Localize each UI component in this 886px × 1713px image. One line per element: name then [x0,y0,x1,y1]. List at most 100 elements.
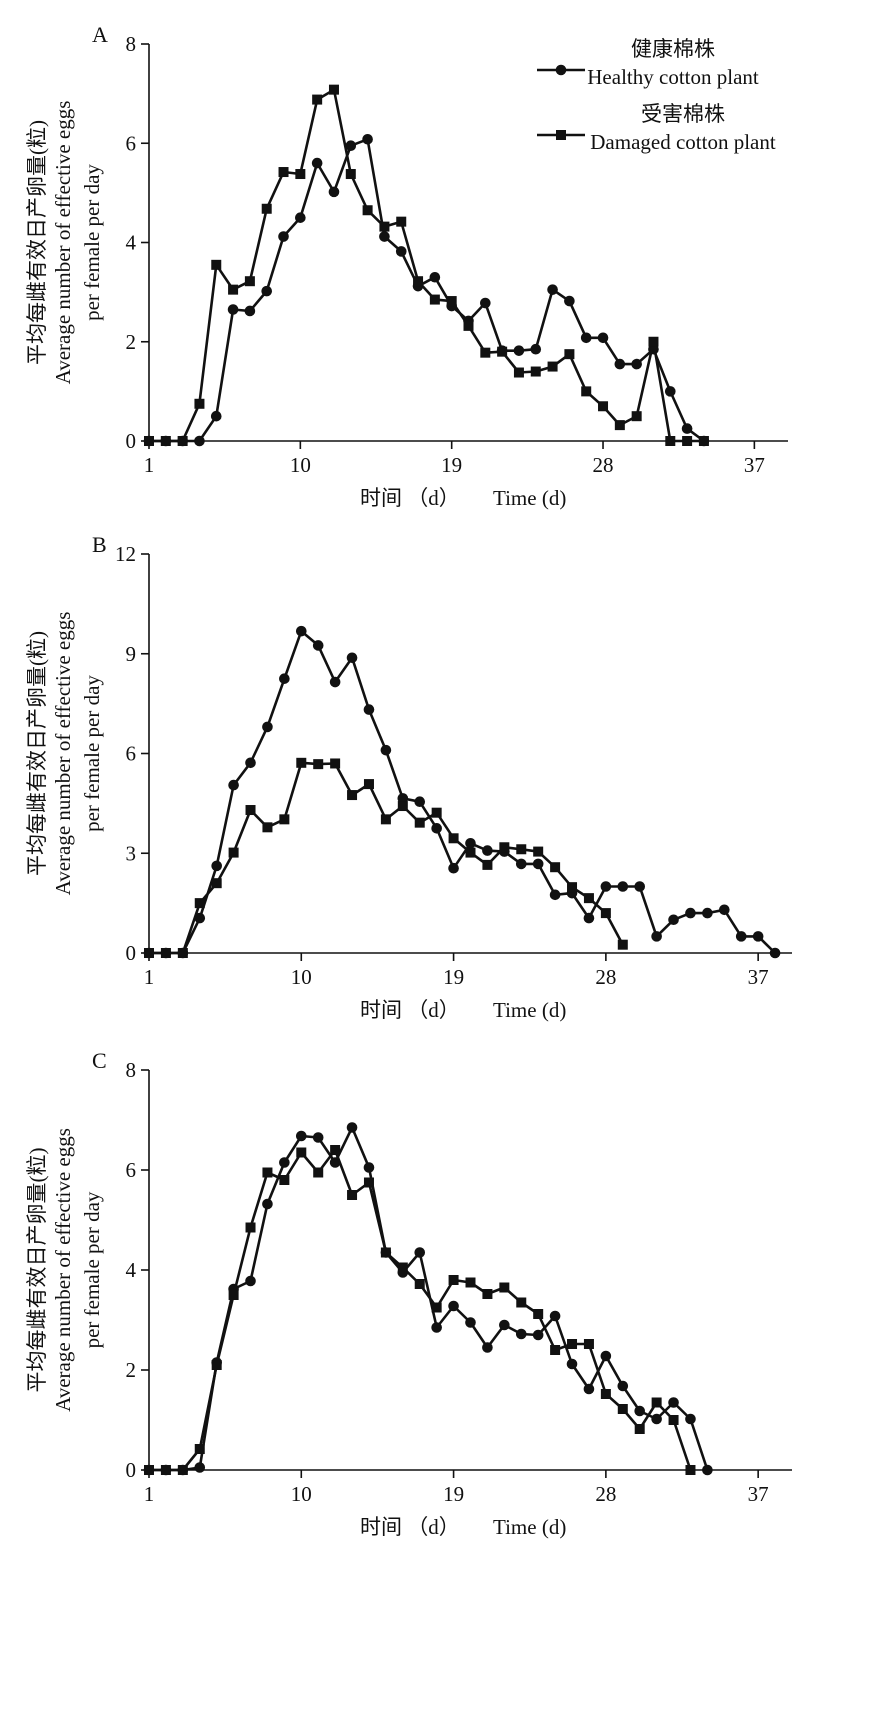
data-point [414,817,425,828]
data-point [702,1464,713,1476]
data-point [244,276,255,287]
data-point [651,931,662,942]
data-point [330,758,341,769]
data-point [362,205,373,216]
data-point [194,435,205,447]
data-point [685,907,696,919]
data-point [617,1404,628,1414]
data-point [177,948,188,958]
data-point [261,203,272,214]
data-point [295,625,307,637]
data-point [363,704,375,715]
data-point [583,1383,595,1395]
data-point [328,84,339,95]
y-tick-label: 4 [126,1258,137,1282]
data-point [312,640,324,651]
series-damaged [144,757,628,958]
data-point [431,1322,442,1333]
y-tick-label: 0 [126,1458,137,1482]
data-point [245,805,256,816]
data-point [566,1358,578,1370]
y-tick-label: 6 [126,131,137,155]
data-point [651,1397,662,1408]
data-point [312,94,323,105]
legend: 健康棉株 Healthy cotton plant 受害棉株 Damaged c… [537,37,776,154]
data-point [465,1277,476,1288]
data-point [144,436,154,446]
data-point [363,1162,375,1173]
x-tick-label: 19 [443,1482,464,1506]
data-point [465,837,476,849]
data-point [429,294,440,305]
data-point [295,212,306,223]
x-tick-label: 1 [144,1482,155,1506]
x-tick-label: 37 [748,965,769,989]
data-point [228,284,239,295]
legend-damaged-cn: 受害棉株 [641,102,725,126]
data-point [395,246,407,257]
data-point [583,1339,594,1349]
series-healthy [143,625,781,959]
data-point [600,908,611,919]
chart-panel-b: B 0 3 6 9 12 1 10 19 28 37 时间 （d） Time (d) 平均每雌有效日产卵量… [25,532,792,1022]
data-point [279,814,290,825]
data-point [617,939,628,950]
data-point [362,133,373,145]
data-point [431,807,442,818]
data-point [516,1297,527,1308]
data-point [446,296,457,307]
data-point [564,295,575,307]
data-point [631,358,642,370]
data-point [668,1415,679,1425]
data-point [279,1175,290,1185]
data-point [664,386,676,397]
data-point [497,346,508,357]
data-point [719,904,730,916]
y-axis-title-3: per female per day [80,1191,104,1348]
data-point [262,822,273,833]
data-point [346,652,358,664]
y-tick-label: 3 [126,841,137,865]
x-tick-label: 19 [441,453,462,477]
data-point [194,912,206,924]
data-point [296,757,307,768]
data-point [668,1397,679,1408]
data-point [634,881,646,892]
panel-label: B [92,532,107,557]
data-point [668,914,679,926]
data-point [363,1177,374,1188]
data-point [532,858,544,870]
data-point [313,1167,324,1178]
data-point [397,1262,408,1273]
data-point [600,1389,611,1399]
data-point [414,1279,425,1289]
data-point [499,842,510,853]
data-point [598,401,609,412]
series-line [149,138,705,443]
data-point [465,847,476,858]
data-point [413,276,424,287]
data-point [682,436,693,446]
data-point [533,846,544,857]
data-point [414,1247,426,1258]
y-tick-label: 8 [126,1058,137,1082]
data-point [685,1413,696,1425]
panel-label: A [92,22,108,47]
data-point [735,931,747,942]
data-point [330,1145,341,1155]
data-point [379,221,390,232]
data-point [211,259,222,270]
x-tick-label: 10 [291,965,312,989]
data-point [228,847,239,858]
data-point [160,948,171,958]
data-point [533,1309,544,1319]
data-point [482,1342,493,1353]
y-axis-title-2: Average number of effective eggs [51,1128,75,1412]
y-axis-title-1: 平均每雌有效日产卵量(粒) [25,631,49,876]
data-point [210,410,222,422]
legend-damaged-en: Damaged cotton plant [590,130,776,154]
series-line [149,1148,692,1472]
x-axis-title-cn: 时间 （d） [360,486,460,510]
x-tick-label: 28 [593,453,614,477]
x-tick-label: 10 [290,453,311,477]
